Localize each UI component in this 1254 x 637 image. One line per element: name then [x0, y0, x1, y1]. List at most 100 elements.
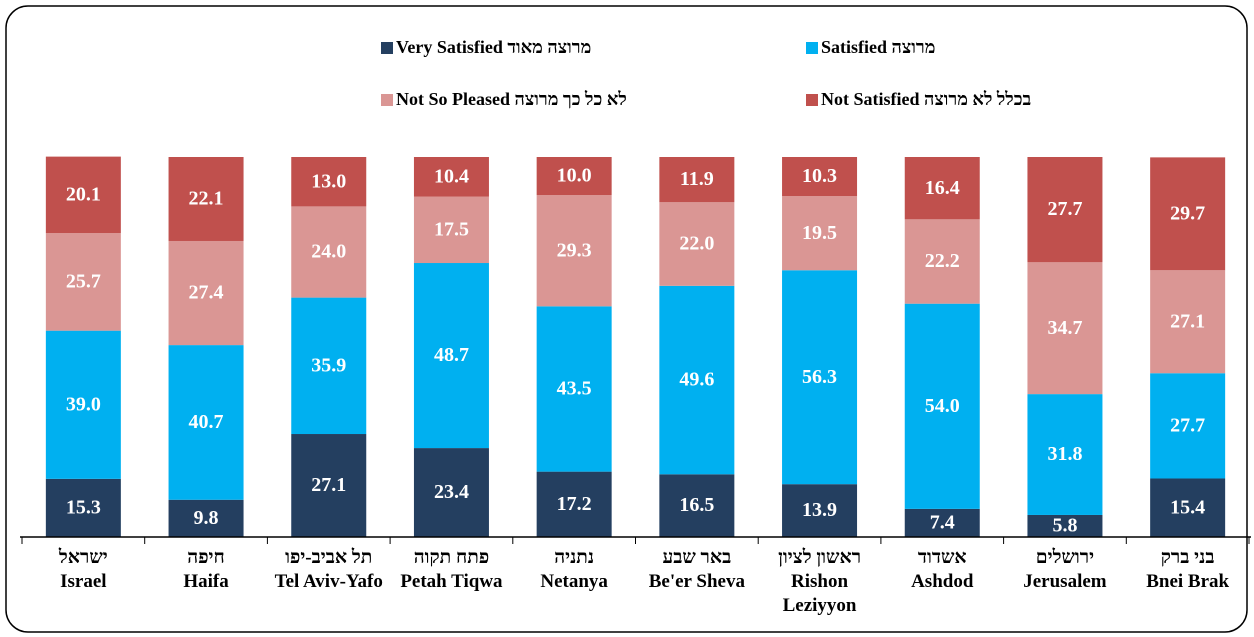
bar-segment [536, 471, 612, 537]
value-label: 29.3 [557, 239, 592, 261]
bar-segment [536, 195, 612, 307]
category-line: אשדוד [917, 547, 967, 568]
bar-segment [782, 157, 858, 197]
value-label: 24.0 [311, 241, 346, 263]
bar-segment [1150, 157, 1226, 271]
value-label: 15.4 [1170, 496, 1205, 518]
value-label: 29.7 [1170, 202, 1205, 224]
bar-segment [45, 330, 121, 479]
bar-segment [659, 474, 735, 537]
bar-segment [904, 219, 980, 304]
bar-segment [413, 448, 489, 537]
value-label: 27.7 [1170, 414, 1205, 436]
bar-segment [1027, 514, 1103, 537]
bar-segment [1150, 373, 1226, 479]
category-line: נתניה [554, 547, 595, 568]
value-label: 48.7 [434, 344, 469, 366]
bar-segment [782, 484, 858, 537]
bar-segment [904, 157, 980, 220]
value-label: 27.1 [311, 474, 346, 496]
bar-segment [659, 157, 735, 203]
value-label: 13.9 [802, 499, 837, 521]
category-line: תל אביב-יפו [285, 547, 373, 568]
value-label: 27.7 [1047, 198, 1082, 220]
value-label: 9.8 [194, 507, 219, 529]
bar-segment [904, 508, 980, 537]
value-label: 54.0 [925, 395, 960, 417]
value-label: 22.2 [925, 250, 960, 272]
bar-segment [1027, 394, 1103, 515]
value-label: 35.9 [311, 354, 346, 376]
bar-segment [782, 196, 858, 271]
value-label: 7.4 [930, 512, 955, 534]
value-label: 22.1 [189, 188, 224, 210]
value-label: 56.3 [802, 366, 837, 388]
category-line: ישראל [58, 547, 108, 568]
bar-segment [45, 156, 121, 233]
bar-segment [1150, 478, 1226, 537]
value-label: 13.0 [311, 170, 346, 192]
value-label: 39.0 [66, 393, 101, 415]
bar-segment [659, 285, 735, 475]
x-tick-label: ישראל Israel [23, 546, 143, 594]
category-line: ראשון לציון [778, 547, 862, 568]
bar-segment [782, 270, 858, 485]
category-line: Rishon Leziyyon [782, 571, 857, 616]
value-label: 23.4 [434, 481, 469, 503]
value-label: 34.7 [1047, 317, 1082, 339]
x-tick-label: ראשון לציון Rishon Leziyyon [760, 546, 880, 618]
value-label: 27.4 [189, 282, 224, 304]
value-label: 43.5 [557, 378, 592, 400]
category-line: Tel Aviv-Yafo [274, 571, 383, 592]
category-line: Israel [60, 571, 107, 592]
value-label: 20.1 [66, 183, 101, 205]
value-label: 5.8 [1052, 515, 1077, 537]
value-label: 40.7 [189, 411, 224, 433]
bar-segment [291, 157, 367, 207]
x-tick-label: נתניה Netanya [514, 546, 634, 594]
x-tick-label: חיפה Haifa [146, 546, 266, 594]
bar-segment [45, 233, 121, 331]
bar-segment [291, 297, 367, 435]
category-line: Haifa [183, 571, 229, 592]
bar-segment [45, 478, 121, 537]
legend-swatch [806, 94, 818, 106]
category-line: באר שבע [662, 547, 732, 568]
category-line: Jerusalem [1023, 571, 1107, 592]
x-tick-label: אשדוד Ashdod [882, 546, 1002, 594]
category-line: Bnei Brak [1146, 571, 1230, 592]
legend-label: Not Satisfied בכלל לא מרוצה [821, 89, 1032, 109]
bar-segment [1150, 270, 1226, 374]
bar-segment [413, 196, 489, 264]
bar-segment [413, 263, 489, 449]
category-line: Petah Tiqwa [400, 571, 503, 592]
value-label: 25.7 [66, 270, 101, 292]
legend-label: Very Satisfied מרוצה מאוד [396, 37, 591, 57]
bar-segment [168, 499, 244, 537]
x-tick-label: באר שבע Be'er Sheva [637, 546, 757, 594]
value-label: 27.1 [1170, 310, 1205, 332]
bar-segment [291, 434, 367, 537]
bar-segment [1027, 157, 1103, 263]
value-label: 11.9 [680, 168, 714, 190]
value-label: 10.4 [434, 165, 469, 187]
value-label: 16.4 [925, 177, 960, 199]
x-tick-label: ירושלים Jerusalem [1005, 546, 1125, 594]
category-line: פתח תקוה [413, 547, 490, 568]
category-line: Ashdod [911, 571, 974, 592]
value-label: 10.3 [802, 165, 837, 187]
value-label: 17.2 [557, 493, 592, 515]
legend-label: Not So Pleased לא כל כך מרוצה [396, 89, 627, 109]
category-line: Netanya [540, 571, 608, 592]
bar-segment [536, 306, 612, 472]
bar-segment [168, 345, 244, 500]
legend-swatch [381, 94, 393, 106]
value-label: 10.0 [557, 165, 592, 187]
bar-segment [904, 303, 980, 509]
category-line: בני ברק [1160, 547, 1215, 568]
bar-segment [413, 157, 489, 197]
bar-segment [1027, 262, 1103, 395]
value-label: 17.5 [434, 218, 469, 240]
